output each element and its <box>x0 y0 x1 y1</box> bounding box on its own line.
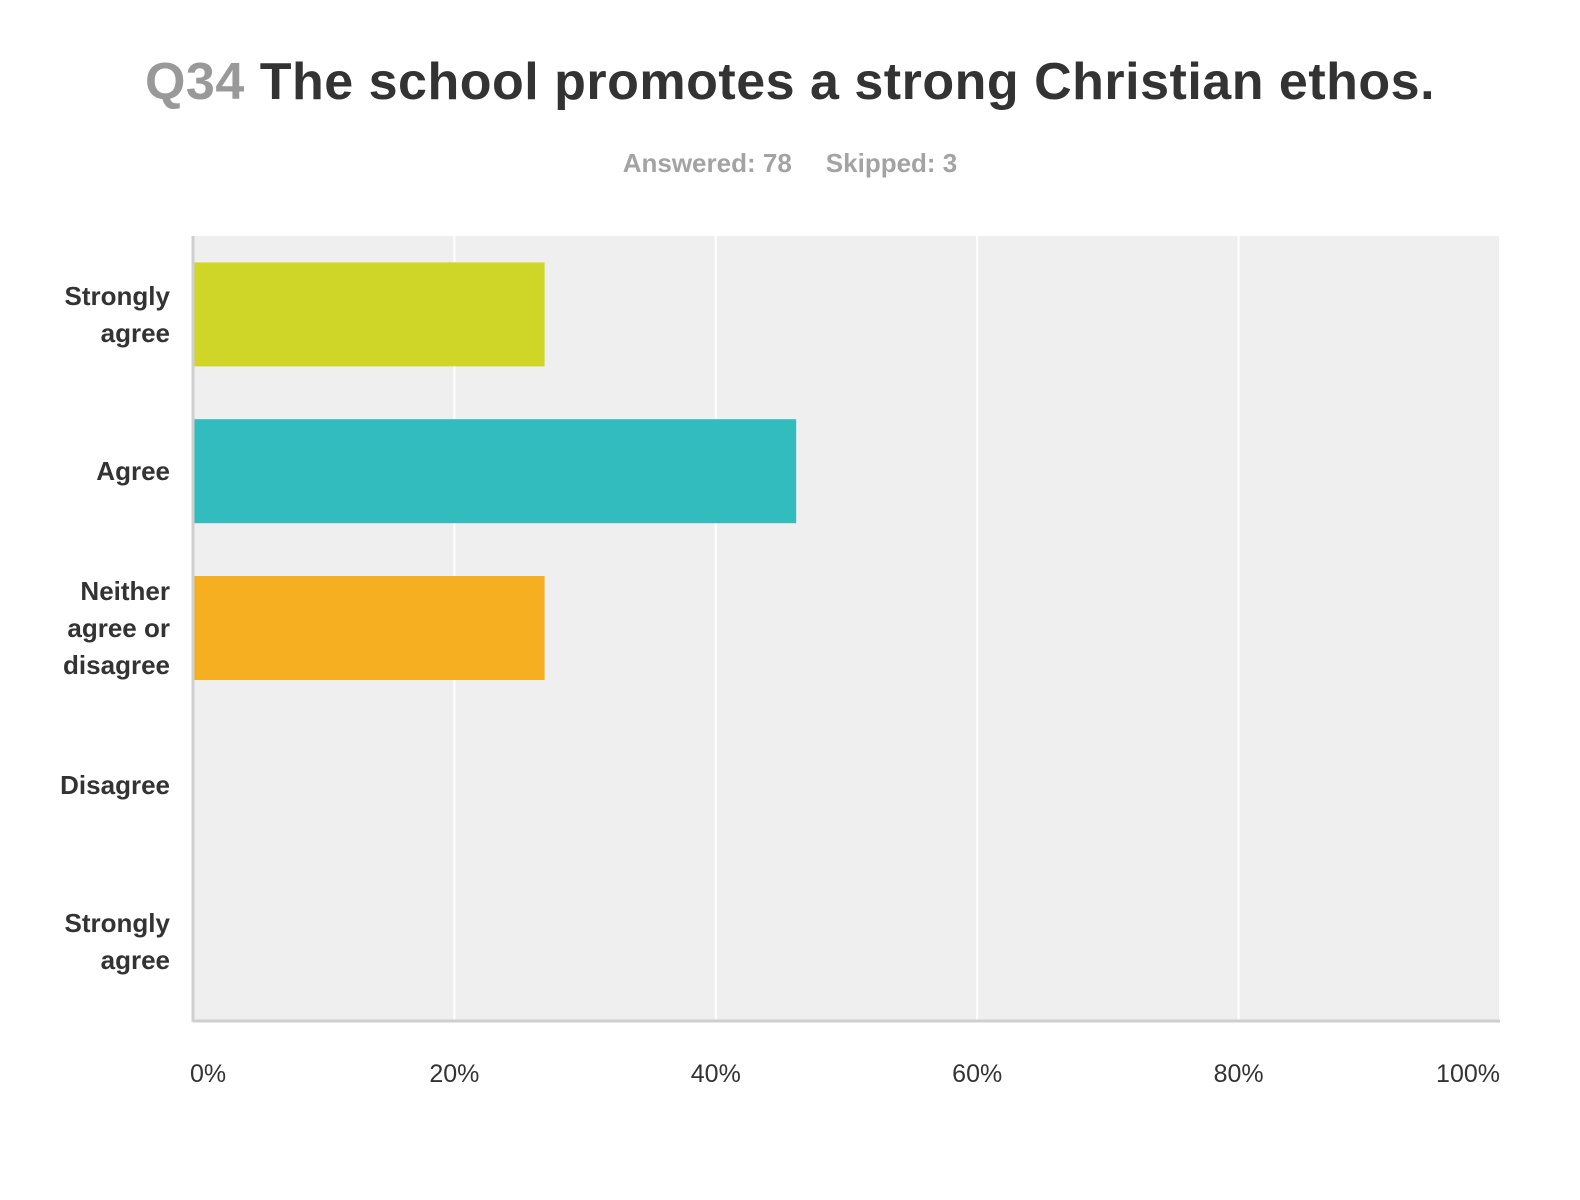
x-tick-label: 0% <box>190 1060 226 1088</box>
response-stats: Answered: 78 Skipped: 3 <box>0 148 1580 179</box>
category-label: Neither agree or disagree <box>63 576 170 680</box>
x-tick-label: 20% <box>429 1060 479 1088</box>
bar-1 <box>193 419 797 524</box>
x-tick-label: 100% <box>1436 1060 1500 1088</box>
question-text: The school promotes a strong Christian e… <box>259 53 1436 111</box>
question-number: Q34 <box>144 53 245 111</box>
chart-title: Q34 The school promotes a strong Christi… <box>0 52 1580 112</box>
bar-0 <box>193 262 545 367</box>
category-label: Disagree <box>60 770 170 800</box>
x-tick-label: 40% <box>691 1060 741 1088</box>
category-label: Agree <box>96 456 170 486</box>
category-label: Strongly agree <box>65 281 171 348</box>
bar-2 <box>193 576 545 680</box>
x-tick-label: 80% <box>1214 1060 1264 1088</box>
answered-count: Answered: 78 <box>622 148 792 178</box>
category-label: Strongly agree <box>65 908 171 975</box>
skipped-count: Skipped: 3 <box>825 148 958 178</box>
x-tick-label: 60% <box>952 1060 1002 1088</box>
